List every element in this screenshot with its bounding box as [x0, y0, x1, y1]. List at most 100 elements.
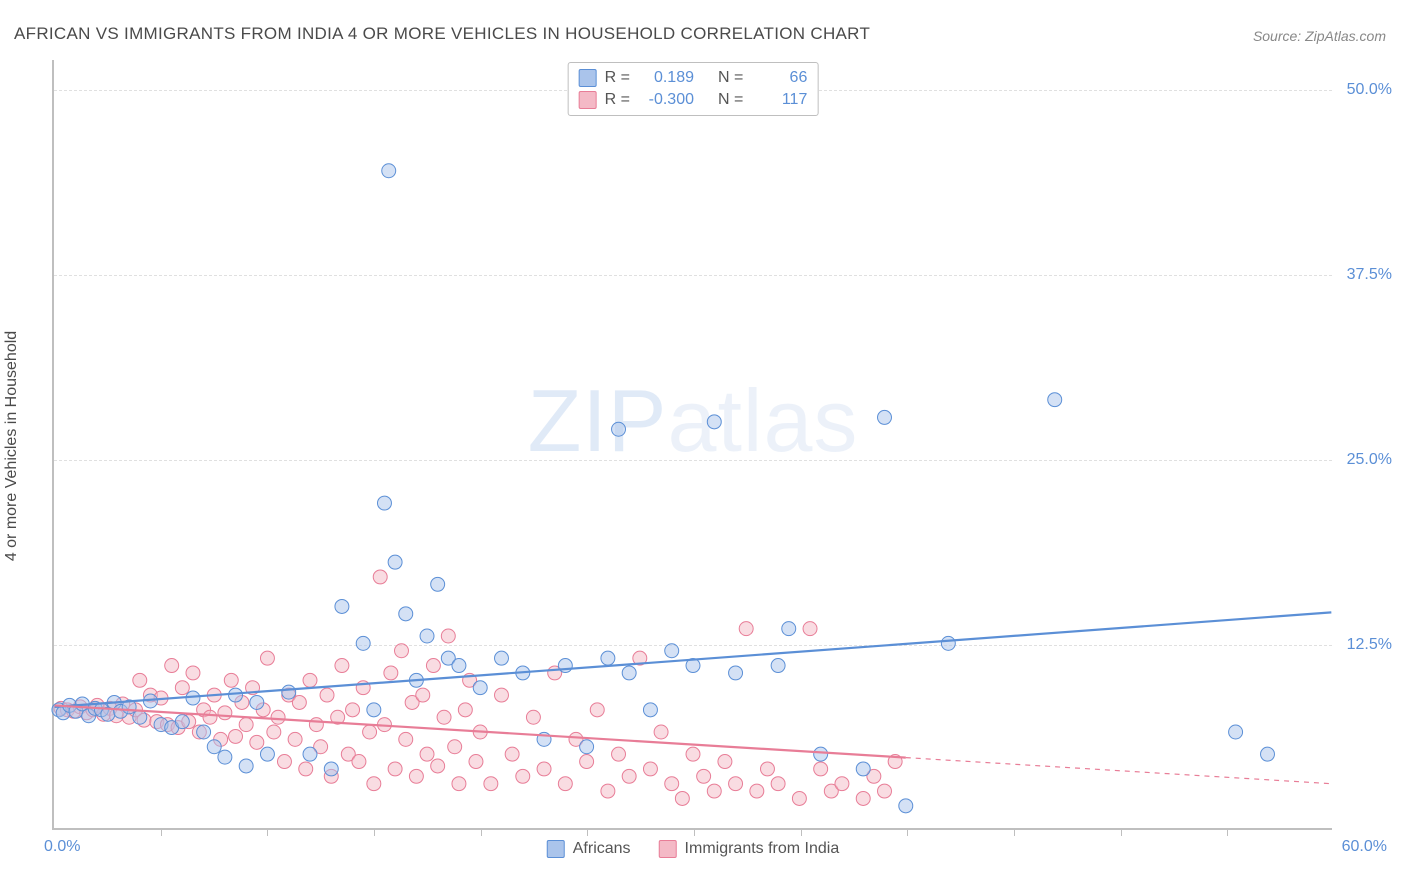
data-point	[346, 703, 360, 717]
data-point	[197, 725, 211, 739]
data-point	[675, 791, 689, 805]
data-point	[250, 735, 264, 749]
data-point	[388, 555, 402, 569]
data-point	[495, 688, 509, 702]
series-item-india: Immigrants from India	[659, 840, 840, 858]
data-point	[1261, 747, 1275, 761]
data-point	[643, 703, 657, 717]
data-point	[165, 659, 179, 673]
data-point	[643, 762, 657, 776]
x-tick	[587, 828, 588, 836]
data-point	[1048, 393, 1062, 407]
data-point	[218, 750, 232, 764]
data-point	[739, 622, 753, 636]
data-point	[558, 777, 572, 791]
data-point	[814, 747, 828, 761]
data-point	[356, 636, 370, 650]
data-point	[388, 762, 402, 776]
data-point	[395, 644, 409, 658]
x-tick	[907, 828, 908, 836]
data-point	[899, 799, 913, 813]
data-point	[367, 703, 381, 717]
swatch-africans-bottom	[547, 840, 565, 858]
data-point	[260, 651, 274, 665]
y-axis-label: 4 or more Vehicles in Household	[3, 216, 21, 446]
data-point	[612, 747, 626, 761]
data-point	[324, 762, 338, 776]
data-point	[437, 710, 451, 724]
data-point	[292, 695, 306, 709]
data-point	[760, 762, 774, 776]
data-point	[303, 747, 317, 761]
data-point	[320, 688, 334, 702]
data-point	[431, 759, 445, 773]
data-point	[814, 762, 828, 776]
data-point	[377, 496, 391, 510]
swatch-india-bottom	[659, 840, 677, 858]
data-point	[622, 666, 636, 680]
data-point	[207, 740, 221, 754]
data-point	[399, 607, 413, 621]
data-point	[288, 732, 302, 746]
data-point	[352, 755, 366, 769]
data-point	[426, 659, 440, 673]
x-tick	[1014, 828, 1015, 836]
data-point	[686, 747, 700, 761]
data-point	[718, 755, 732, 769]
data-point	[409, 769, 423, 783]
data-point	[175, 715, 189, 729]
data-point	[580, 740, 594, 754]
data-point	[505, 747, 519, 761]
data-point	[250, 695, 264, 709]
data-point	[856, 762, 870, 776]
data-point	[622, 769, 636, 783]
data-point	[665, 644, 679, 658]
data-point	[803, 622, 817, 636]
data-point	[299, 762, 313, 776]
data-point	[229, 688, 243, 702]
data-point	[537, 762, 551, 776]
data-point	[448, 740, 462, 754]
x-tick	[267, 828, 268, 836]
data-point	[452, 777, 466, 791]
data-point	[260, 747, 274, 761]
data-point	[384, 666, 398, 680]
data-point	[367, 777, 381, 791]
y-tick-label: 37.5%	[1340, 266, 1392, 284]
data-point	[516, 769, 530, 783]
data-point	[856, 791, 870, 805]
data-point	[665, 777, 679, 791]
data-point	[729, 666, 743, 680]
scatter-svg	[54, 60, 1332, 828]
data-point	[277, 755, 291, 769]
data-point	[239, 759, 253, 773]
series-item-africans: Africans	[547, 840, 631, 858]
data-point	[363, 725, 377, 739]
data-point	[282, 685, 296, 699]
series-legend: Africans Immigrants from India	[547, 840, 840, 858]
data-point	[473, 681, 487, 695]
x-tick	[1121, 828, 1122, 836]
data-point	[782, 622, 796, 636]
data-point	[750, 784, 764, 798]
data-point	[941, 636, 955, 650]
x-tick	[481, 828, 482, 836]
data-point	[469, 755, 483, 769]
y-tick-label: 50.0%	[1340, 81, 1392, 99]
data-point	[186, 666, 200, 680]
data-point	[697, 769, 711, 783]
data-point	[601, 651, 615, 665]
data-point	[224, 673, 238, 687]
data-point	[771, 777, 785, 791]
plot-area: ZIPatlas 12.5%25.0%37.5%50.0% 0.0% 60.0%…	[52, 60, 1332, 830]
data-point	[239, 718, 253, 732]
data-point	[420, 747, 434, 761]
data-point	[416, 688, 430, 702]
data-point	[229, 729, 243, 743]
data-point	[382, 164, 396, 178]
data-point	[458, 703, 472, 717]
x-tick	[1227, 828, 1228, 836]
data-point	[707, 784, 721, 798]
x-tick	[801, 828, 802, 836]
data-point	[441, 629, 455, 643]
